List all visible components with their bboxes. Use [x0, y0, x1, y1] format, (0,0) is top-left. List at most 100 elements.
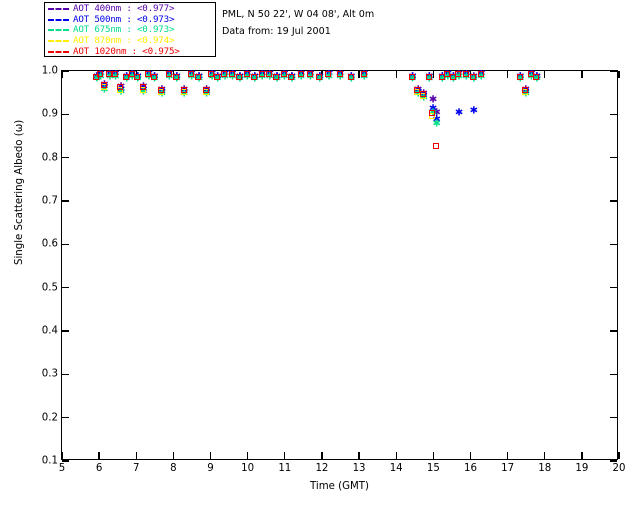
data-point-marker: ✱ — [443, 70, 453, 80]
x-axis-tick — [358, 452, 360, 459]
data-point-marker — [420, 90, 427, 97]
x-axis-tick-label: 6 — [95, 463, 103, 474]
data-point-marker: ✱ — [532, 71, 542, 82]
data-point-marker: ✱ — [258, 70, 267, 80]
y-axis-tick-right — [610, 157, 617, 159]
data-point-marker: ✱ — [280, 70, 289, 80]
data-point-marker — [438, 73, 445, 80]
data-point-marker — [243, 71, 250, 78]
x-axis-tick-label: 14 — [389, 463, 403, 474]
data-point-marker: ✱ — [516, 71, 525, 82]
data-point-marker: ✱ — [228, 70, 237, 80]
data-point-marker: ✱ — [280, 70, 289, 80]
data-point-marker: ✱ — [122, 71, 131, 82]
data-point-marker — [128, 71, 135, 78]
x-axis-tick-label: 20 — [612, 463, 626, 474]
data-point-marker: ✱ — [438, 71, 447, 82]
x-axis-tick — [506, 452, 509, 459]
x-axis-tick — [172, 452, 175, 459]
data-point-marker — [516, 73, 523, 80]
x-axis-tick-top — [506, 71, 509, 78]
legend-item-label: AOT 500nm : <0.973> — [73, 13, 175, 25]
data-point-marker: ✱ — [347, 71, 356, 82]
data-point-marker: ✱ — [469, 71, 479, 82]
y-axis-tick — [62, 287, 69, 289]
data-point-marker: ✱ — [272, 71, 282, 82]
data-point-marker: ✱ — [428, 94, 438, 106]
data-point-marker: ✱ — [128, 70, 137, 80]
data-point-marker — [106, 71, 113, 78]
legend-item-label: AOT 1020nm : <0.975> — [73, 45, 180, 57]
data-point-marker: ✱ — [207, 70, 217, 80]
legend-item-aot-675nm: AOT 675nm : <0.973> — [45, 25, 215, 36]
data-point-marker — [414, 86, 421, 93]
x-axis-tick-top — [61, 71, 63, 78]
data-point-marker — [455, 71, 462, 78]
data-point-marker — [288, 73, 295, 80]
y-axis-tick — [62, 243, 69, 245]
x-axis-tick — [98, 452, 100, 459]
data-point-marker: ✱ — [443, 70, 453, 80]
data-point-marker: ✱ — [187, 70, 196, 80]
data-point-marker: ✱ — [228, 70, 237, 80]
data-point-marker: ✱ — [194, 71, 204, 82]
legend-item-aot-1020nm: AOT 1020nm : <0.975> — [45, 46, 215, 57]
legend-item-aot-500nm: AOT 500nm : <0.973> — [45, 13, 215, 26]
data-point-marker: ✱ — [187, 70, 196, 80]
data-point-marker — [180, 86, 187, 93]
plot-title-line-1: PML, N 50 22', W 04 08', Alt 0m — [222, 9, 375, 20]
data-point-marker: ✱ — [454, 107, 464, 119]
data-point-marker — [325, 71, 332, 78]
legend-item-aot-400nm: AOT 400nm : <0.977> — [45, 4, 215, 15]
data-point-marker: ✱ — [336, 70, 345, 80]
x-axis-tick-label: 5 — [58, 463, 66, 474]
y-axis-tick — [62, 417, 69, 419]
x-axis-tick-label: 18 — [538, 463, 552, 474]
y-axis-tick-right — [610, 373, 617, 375]
data-point-marker: ✱ — [165, 70, 174, 80]
y-axis-tick-right — [610, 243, 617, 245]
data-point-marker: ✱ — [235, 71, 245, 82]
data-point-marker — [477, 71, 484, 78]
data-point-marker — [306, 71, 313, 78]
data-point-marker: ✱ — [477, 70, 486, 80]
data-point-marker: ✱ — [428, 103, 438, 115]
data-point-marker: ✱ — [122, 71, 131, 82]
data-points-layer: ✱ ✱ ✱ ✱ ✱ ✱ ✱ ✱ ✱ ✱ ✱ ✱ ✱ ✱ ✱ ✱ ✱ ✱ ✱ ✱ ✱ ✱ ✱ ✱ ✱ ✱ ✱ ✱ ✱ ✱ ✱ ✱ ✱ ✱ ✱ ✱ ✱ ✱ ✱ ✱… — [61, 70, 618, 460]
data-point-marker: ✱ — [360, 70, 369, 80]
data-point-marker: ✱ — [213, 71, 222, 82]
x-axis-tick-top — [358, 71, 360, 78]
data-point-marker — [347, 73, 354, 80]
data-point-marker: ✱ — [454, 70, 464, 80]
data-point-marker: ✱ — [469, 105, 479, 117]
data-point-marker: ✱ — [324, 70, 334, 80]
legend-line-swatch-icon — [48, 18, 69, 21]
y-axis-tick-label: 0.5 — [41, 282, 58, 294]
data-point-marker: ✱ — [297, 70, 306, 80]
plot-title-line-2: Data from: 19 Jul 2001 — [222, 26, 331, 37]
data-point-marker — [336, 71, 343, 78]
data-point-marker: ✱ — [92, 71, 102, 82]
x-axis-tick-top — [581, 71, 583, 78]
data-point-marker — [429, 110, 436, 117]
data-point-marker — [533, 73, 540, 80]
y-axis-tick — [62, 70, 69, 72]
data-point-marker — [408, 73, 415, 80]
data-point-marker — [444, 71, 451, 78]
data-point-marker: ✱ — [432, 118, 441, 130]
data-point-marker — [462, 71, 469, 78]
y-axis-tick-label: 0.2 — [41, 412, 58, 424]
legend-item-label: AOT 870nm : <0.974> — [73, 35, 175, 47]
data-point-marker: ✱ — [105, 70, 115, 80]
data-point-marker: ✱ — [250, 71, 259, 82]
data-point-marker: ✱ — [96, 70, 105, 80]
data-point-marker: ✱ — [306, 70, 315, 80]
x-axis-tick-label: 7 — [133, 463, 140, 474]
plot-title-block: PML, N 50 22', W 04 08', Alt 0m Data fro… — [222, 6, 374, 40]
x-axis-tick — [618, 452, 620, 459]
data-point-marker — [150, 73, 157, 80]
plot-axes-frame: 0.1 0.2 0.3 0.4 0.5 0.6 0.7 0.8 0.9 1.0 5 6 7 8 9 10 11 1… — [42, 66, 626, 475]
legend-line-swatch-icon — [48, 8, 69, 11]
x-axis-tick-label: 17 — [501, 463, 515, 474]
data-point-marker — [280, 71, 287, 78]
